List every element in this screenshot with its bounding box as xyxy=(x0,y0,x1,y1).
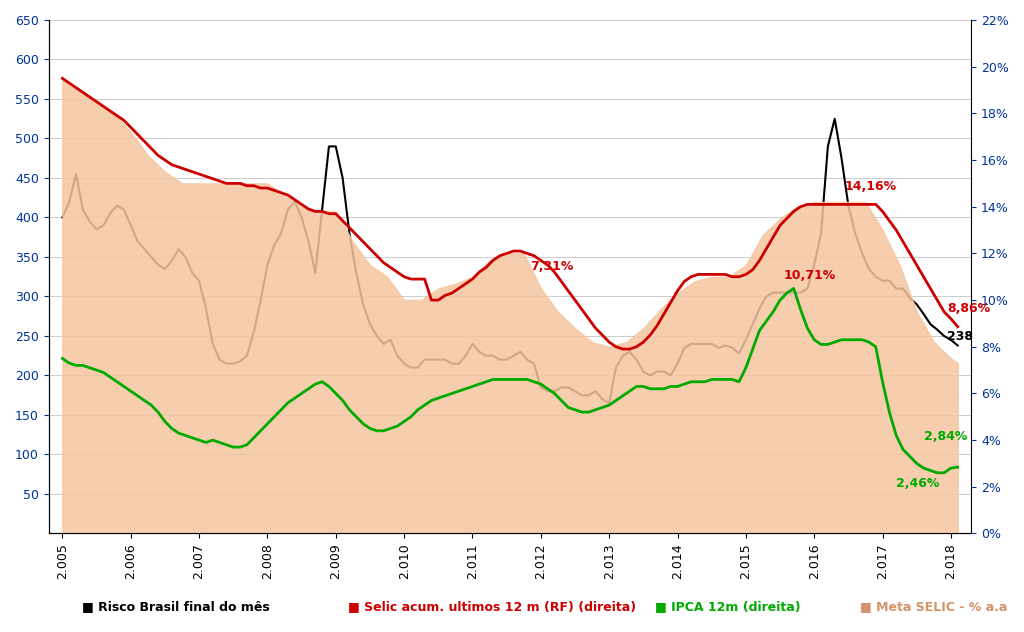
Text: 7,31%: 7,31% xyxy=(530,260,573,273)
Text: 2,46%: 2,46% xyxy=(896,477,940,490)
Text: 8,86%: 8,86% xyxy=(947,301,990,315)
Text: ■ Meta SELIC - % a.a: ■ Meta SELIC - % a.a xyxy=(860,600,1008,613)
Text: 14,16%: 14,16% xyxy=(845,180,897,193)
Text: 238: 238 xyxy=(947,330,974,343)
Text: ■ Risco Brasil final do mês: ■ Risco Brasil final do mês xyxy=(82,600,269,613)
Text: ■ Selic acum. ultimos 12 m (RF) (direita): ■ Selic acum. ultimos 12 m (RF) (direita… xyxy=(348,600,636,613)
Text: 2,84%: 2,84% xyxy=(924,430,967,443)
Text: ■ IPCA 12m (direita): ■ IPCA 12m (direita) xyxy=(655,600,801,613)
Text: 10,71%: 10,71% xyxy=(783,269,836,282)
